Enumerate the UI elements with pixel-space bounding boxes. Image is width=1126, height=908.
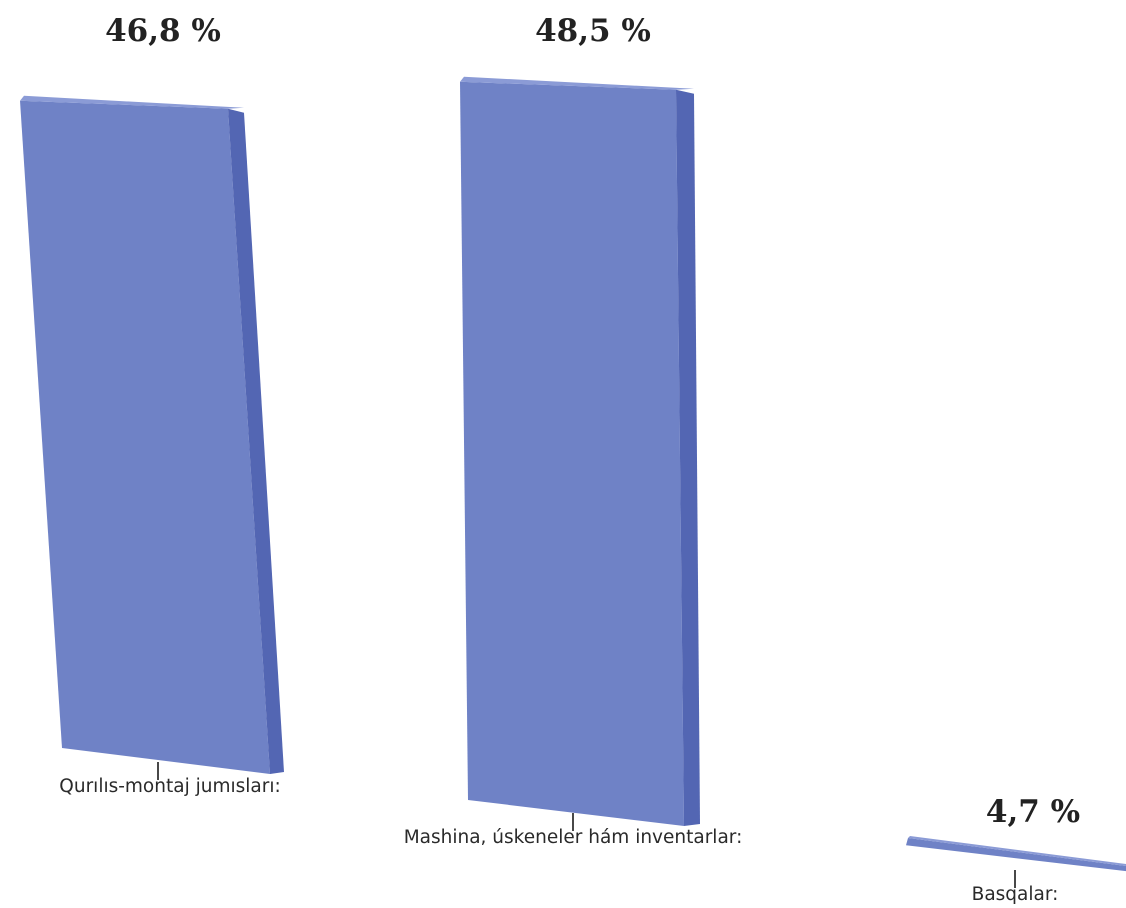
bar-group [460,76,700,827]
bar [906,838,1126,872]
bar-side-face [676,89,700,827]
bar-top-face [20,95,244,109]
category-label: Qurılıs-montaj jumısları: [59,776,280,797]
category-label: Mashina, úskeneler hám inventarlar: [404,827,743,848]
data-label: 4,7 % [986,794,1080,830]
bar-side-face [228,108,284,774]
bars-layer [20,76,1126,872]
bar [20,100,270,774]
bar [460,81,684,827]
bar-group [906,836,1126,872]
bar-top-face [460,76,694,90]
bar-top-face [908,836,1126,866]
data-label: 48,5 % [535,13,651,49]
labels-layer: 46,8 % Qurılıs-montaj jumısları: 48,5 % Mas… [59,13,1080,905]
bar-group [20,95,284,774]
category-label: Basqalar: [972,884,1059,905]
data-label: 46,8 % [105,13,221,49]
